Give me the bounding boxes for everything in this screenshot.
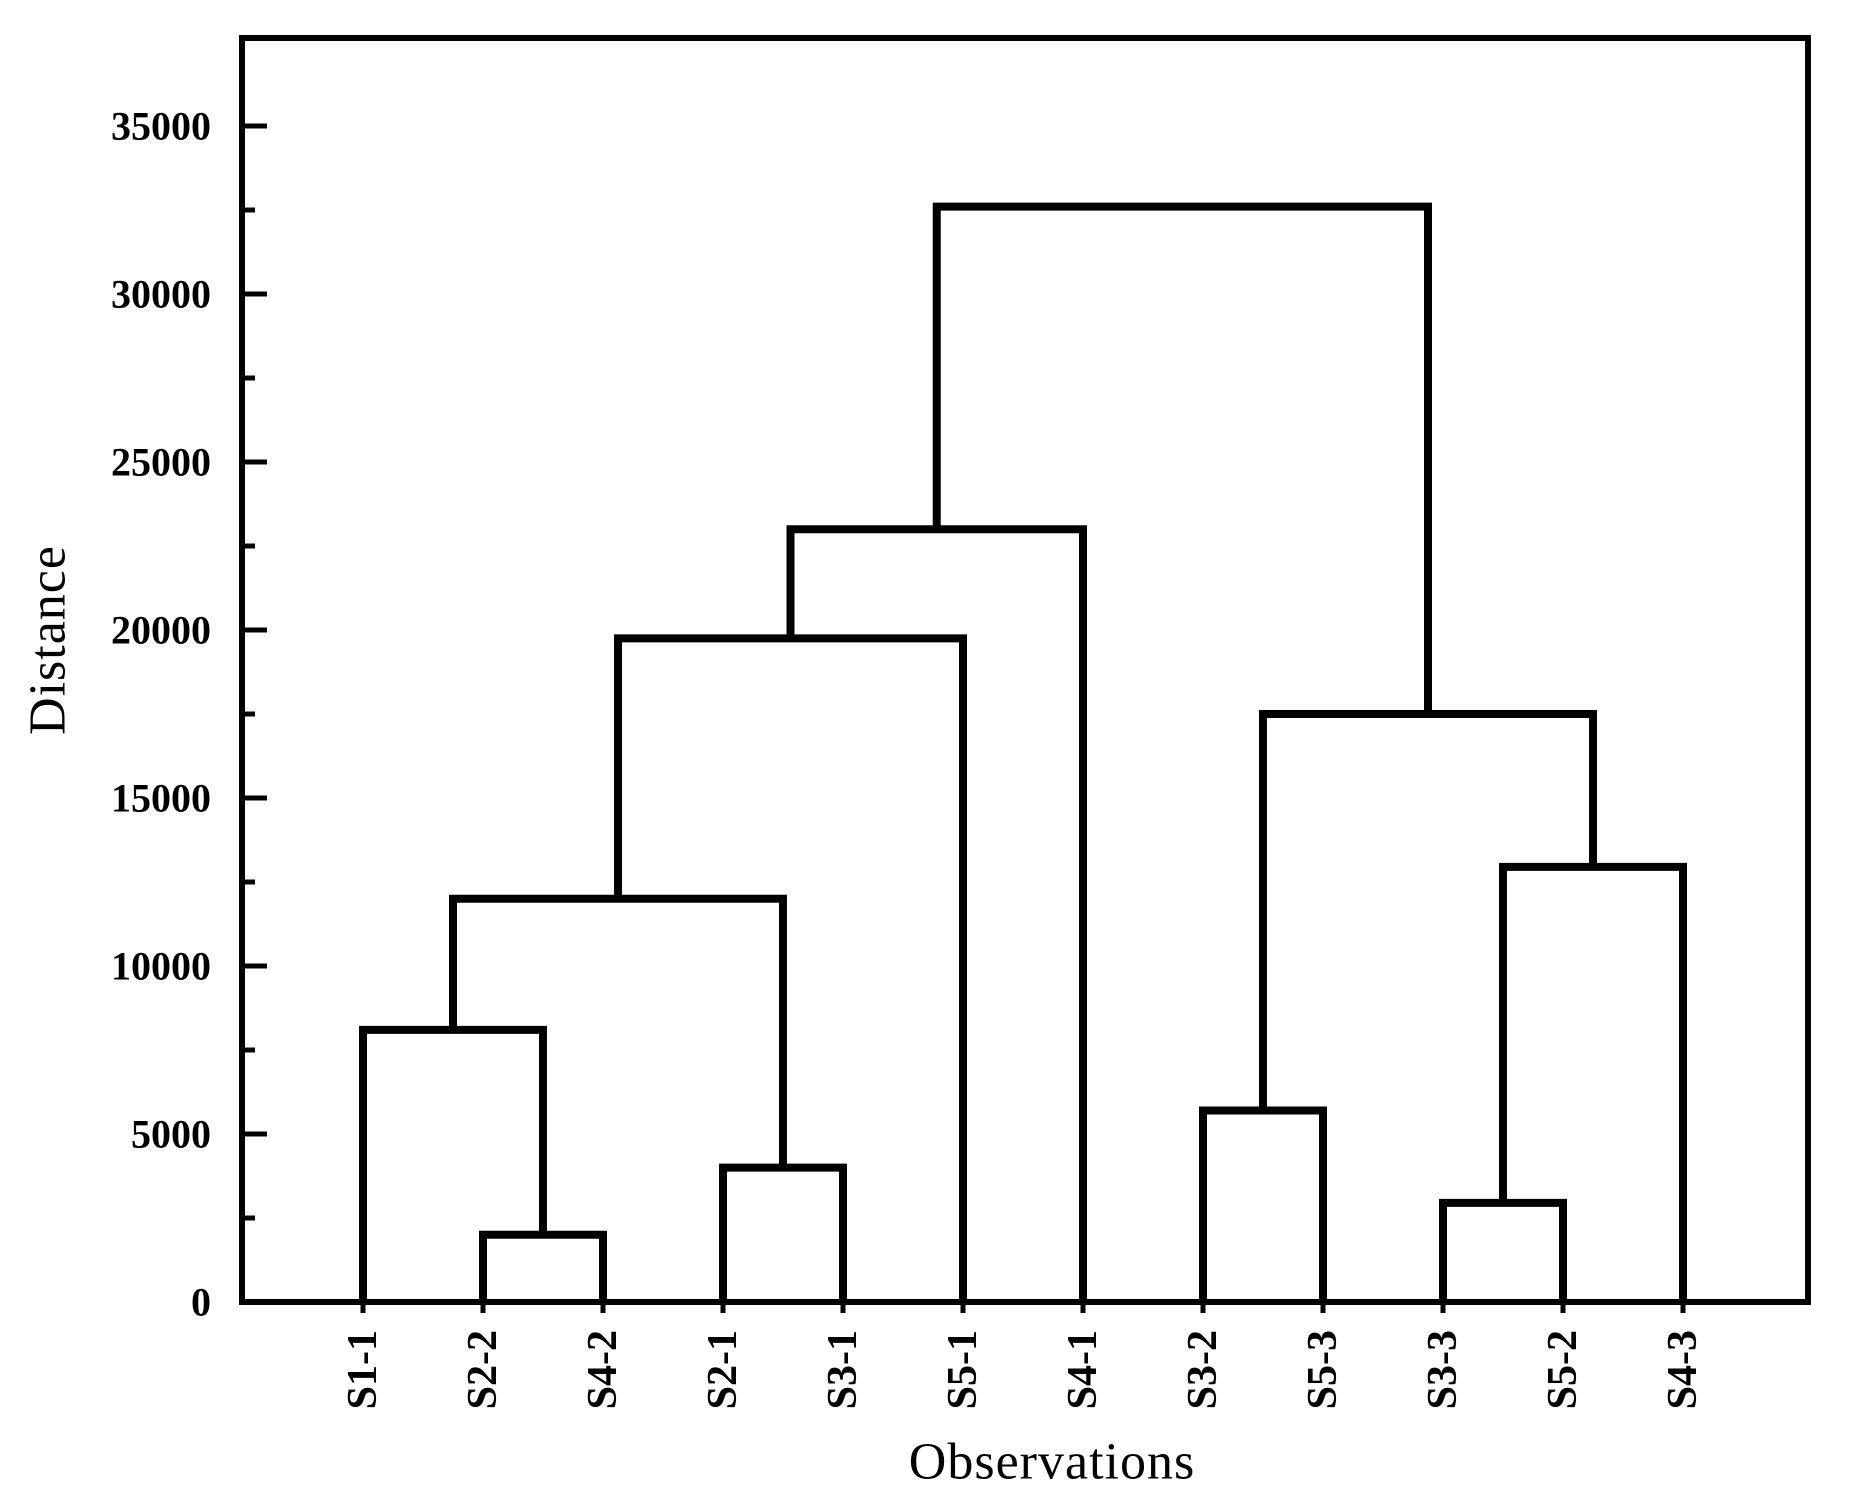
leaf-label: S3-1 — [820, 1330, 866, 1409]
dendrogram-link-i — [1499, 862, 1687, 1302]
y-axis-tick-label: 35000 — [111, 104, 211, 149]
leaf-label: S2-2 — [460, 1330, 506, 1409]
dendrogram-link-c — [719, 1163, 847, 1302]
y-axis-tick-label: 20000 — [111, 608, 211, 653]
dendrogram-link-h — [1439, 1198, 1567, 1302]
dendrogram-link-g — [1199, 1106, 1327, 1302]
y-axis-tick-label: 0 — [191, 1280, 211, 1325]
leaf-label: S4-2 — [580, 1330, 626, 1409]
y-axis-tick-label: 10000 — [111, 944, 211, 989]
dendrogram-link-b — [359, 1025, 547, 1302]
y-axis-title: Distance — [19, 545, 77, 735]
leaf-label: S5-2 — [1540, 1330, 1586, 1409]
leaf-label: S2-1 — [700, 1330, 746, 1409]
leaf-label: S3-2 — [1180, 1330, 1226, 1409]
dendrogram-link-root — [932, 202, 1432, 714]
y-axis-tick-label: 5000 — [131, 1112, 211, 1157]
dendrogram-link-e — [614, 634, 967, 1302]
dendrogram-link-f — [786, 525, 1087, 1302]
y-axis-tick-label: 15000 — [111, 776, 211, 821]
y-axis-tick-label: 30000 — [111, 272, 211, 317]
leaf-label: S5-3 — [1300, 1330, 1346, 1409]
y-axis-tick-label: 25000 — [111, 440, 211, 485]
leaf-label: S4-3 — [1660, 1330, 1706, 1409]
leaf-label: S4-1 — [1060, 1330, 1106, 1409]
dendrogram-link-j — [1259, 710, 1597, 1111]
plot-border — [239, 35, 1811, 1305]
x-axis-title: Observations — [908, 1433, 1196, 1491]
leaf-label: S5-1 — [940, 1330, 986, 1409]
leaf-label: S1-1 — [340, 1330, 386, 1409]
leaf-label: S3-3 — [1420, 1330, 1466, 1409]
dendrogram-link-a — [479, 1230, 607, 1302]
